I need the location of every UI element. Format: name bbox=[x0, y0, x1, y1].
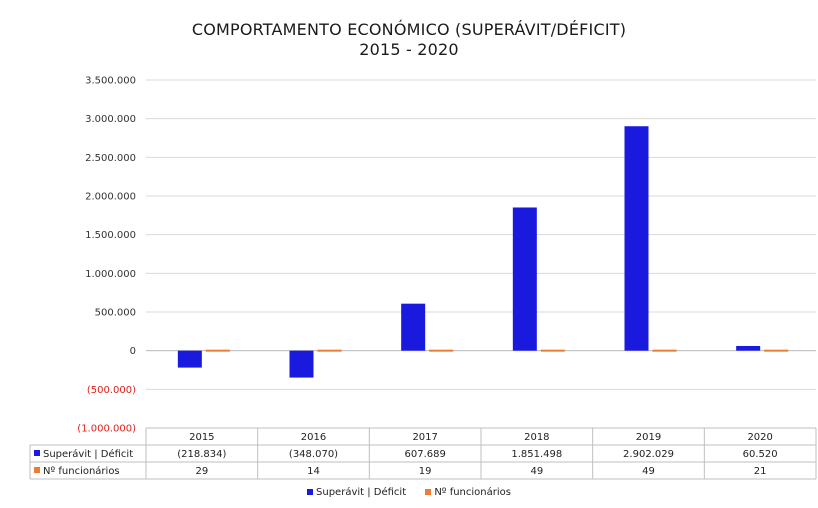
y-tick-label: 1.000.000 bbox=[85, 269, 136, 280]
bar-superavit bbox=[289, 350, 314, 378]
bar-superavit bbox=[512, 207, 537, 351]
table-cell-value: 21 bbox=[754, 466, 767, 477]
table-series-swatch bbox=[34, 467, 40, 473]
y-tick-label: (1.000.000) bbox=[77, 424, 136, 435]
table-cell-value: 607.689 bbox=[404, 449, 445, 460]
x-category-label: 2019 bbox=[636, 432, 661, 443]
bar-funcionarios bbox=[540, 349, 565, 352]
legend-label-superavit: Superávit | Déficit bbox=[316, 487, 407, 498]
legend-item-superavit: Superávit | Déficit bbox=[307, 487, 406, 498]
bar-funcionarios bbox=[317, 349, 342, 352]
x-category-label: 2016 bbox=[301, 432, 326, 443]
y-tick-label: 2.000.000 bbox=[85, 192, 136, 203]
legend-swatch-funcionarios bbox=[425, 489, 432, 495]
chart-title: COMPORTAMENTO ECONÓMICO (SUPERÁVIT/DÉFIC… bbox=[191, 20, 627, 39]
table-cell-value: (348.070) bbox=[289, 449, 338, 460]
table-series-name: Superávit | Déficit bbox=[43, 448, 133, 460]
y-tick-label: 0 bbox=[130, 346, 136, 357]
legend-label-funcionarios: Nº funcionários bbox=[434, 487, 511, 498]
table-cell-value: 14 bbox=[307, 466, 320, 477]
legend-swatch-superavit bbox=[307, 489, 314, 495]
bar-superavit bbox=[177, 350, 202, 368]
x-category-label: 2018 bbox=[524, 432, 549, 443]
bar-funcionarios bbox=[652, 349, 677, 352]
chart-legend: Superávit | Déficit Nº funcionários bbox=[0, 487, 818, 498]
y-tick-label: 1.500.000 bbox=[85, 230, 136, 241]
bar-superavit bbox=[736, 345, 761, 351]
table-cell-value: 19 bbox=[419, 466, 432, 477]
chart-subtitle: 2015 - 2020 bbox=[359, 40, 459, 59]
x-category-label: 2015 bbox=[189, 432, 214, 443]
table-cell-value: 49 bbox=[530, 466, 543, 477]
y-tick-label: 3.500.000 bbox=[85, 76, 136, 87]
table-series-swatch bbox=[34, 450, 40, 456]
bar-superavit bbox=[401, 303, 426, 351]
y-tick-label: 500.000 bbox=[95, 308, 136, 319]
table-cell-value: 2.902.029 bbox=[623, 449, 674, 460]
y-tick-label: 3.000.000 bbox=[85, 114, 136, 125]
y-tick-label: (500.000) bbox=[87, 385, 136, 396]
y-tick-label: 2.500.000 bbox=[85, 153, 136, 164]
table-series-name: Nº funcionários bbox=[43, 465, 120, 477]
bar-superavit bbox=[624, 126, 649, 351]
table-cell-value: (218.834) bbox=[177, 449, 226, 460]
x-category-label: 2020 bbox=[747, 432, 772, 443]
table-cell-value: 49 bbox=[642, 466, 655, 477]
bar-funcionarios bbox=[429, 349, 454, 352]
table-cell-value: 1.851.498 bbox=[511, 449, 562, 460]
table-cell-value: 29 bbox=[195, 466, 208, 477]
legend-item-funcionarios: Nº funcionários bbox=[425, 487, 511, 498]
table-cell-value: 60.520 bbox=[743, 449, 778, 460]
bar-funcionarios bbox=[205, 349, 230, 352]
x-category-label: 2017 bbox=[412, 432, 437, 443]
bar-funcionarios bbox=[764, 349, 789, 352]
